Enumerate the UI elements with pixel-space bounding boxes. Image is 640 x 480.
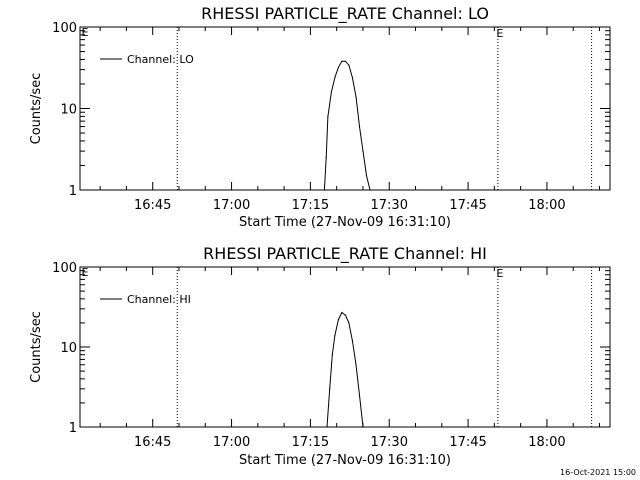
x-axis-label: Start Time (27-Nov-09 16:31:10) [239, 215, 451, 230]
data-point [337, 66, 340, 68]
event-marker-label: E [496, 267, 503, 280]
y-tick-label: 100 [52, 261, 77, 276]
data-point [327, 115, 329, 117]
data-point [341, 311, 343, 314]
data-point [348, 64, 350, 66]
data-point [362, 150, 364, 152]
event-marker-label: E [496, 27, 503, 40]
chart-panel-lo: RHESSI PARTICLE_RATE Channel: LO 16:45 17:… [29, 4, 611, 230]
legend-label: Channel: HI [127, 293, 191, 306]
x-tick-label: 18:00 [528, 435, 565, 450]
data-point [326, 426, 328, 428]
data-point [358, 394, 361, 396]
data-point [362, 426, 364, 428]
x-axis-label: Start Time (27-Nov-09 16:31:10) [239, 453, 451, 468]
data-point [355, 95, 357, 98]
series-line [323, 60, 371, 191]
data-point [337, 319, 340, 321]
y-tick-label: 10 [60, 103, 77, 118]
x-tick-label: 16:45 [134, 198, 171, 213]
corner-marker-label: E [82, 26, 89, 39]
chart-panel-hi: RHESSI PARTICLE_RATE Channel: HI 16:45 17:… [29, 244, 611, 468]
y-axis-label: Counts/sec [29, 311, 44, 383]
y-axis-label: Counts/sec [29, 73, 44, 145]
chart-title: RHESSI PARTICLE_RATE Channel: HI [203, 244, 487, 264]
data-point [329, 388, 331, 390]
data-point [344, 60, 347, 62]
y-tick-label: 100 [52, 21, 77, 36]
corner-marker-label: E [82, 266, 89, 279]
data-point [341, 60, 343, 62]
x-tick-label: 17:15 [292, 198, 329, 213]
x-tick-label: 17:30 [371, 435, 408, 450]
data-point [358, 125, 361, 128]
data-point [330, 91, 333, 93]
data-point [351, 340, 354, 342]
y-tick-label: 1 [69, 184, 77, 199]
x-tick-label: 17:45 [449, 198, 486, 213]
data-point [334, 334, 336, 336]
y-tick-label: 1 [69, 421, 77, 436]
data-point [325, 156, 327, 159]
data-point [355, 364, 357, 366]
series-line [326, 311, 364, 428]
data-point [334, 76, 336, 79]
plot-frame [79, 26, 611, 191]
data-point [331, 354, 333, 356]
legend-label: Channel: LO [127, 53, 194, 66]
data-point [351, 76, 354, 79]
data-point [344, 314, 347, 316]
x-tick-label: 17:30 [371, 198, 408, 213]
x-tick-label: 16:45 [134, 435, 171, 450]
plot-frame [79, 266, 611, 428]
data-point [323, 189, 326, 191]
chart-title: RHESSI PARTICLE_RATE Channel: LO [201, 4, 489, 24]
x-tick-label: 17:15 [292, 435, 329, 450]
footer-timestamp: 16-Oct-2021 15:00 [560, 468, 636, 477]
data-point [365, 175, 368, 177]
data-point [348, 322, 350, 324]
x-tick-label: 18:00 [528, 198, 565, 213]
data-point [369, 189, 371, 191]
x-tick-label: 17:00 [213, 198, 250, 213]
x-tick-label: 17:45 [449, 435, 486, 450]
x-tick-label: 17:00 [213, 435, 250, 450]
y-tick-label: 10 [60, 341, 77, 356]
